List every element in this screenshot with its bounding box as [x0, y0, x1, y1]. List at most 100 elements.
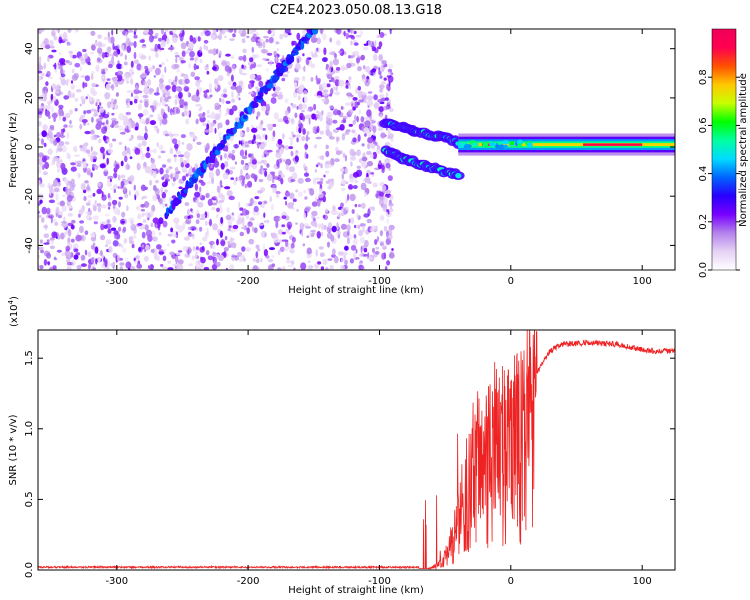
noise-speckle: [174, 51, 179, 56]
noise-speckle: [378, 67, 381, 72]
noise-speckle: [202, 236, 208, 242]
noise-speckle: [135, 255, 140, 260]
noise-speckle: [152, 194, 158, 201]
noise-speckle: [194, 252, 198, 259]
noise-speckle: [57, 29, 60, 34]
noise-speckle: [348, 218, 351, 224]
noise-speckle: [65, 259, 71, 262]
y-tick-label: 20: [24, 92, 35, 105]
noise-speckle: [310, 229, 316, 233]
noise-speckle: [195, 80, 201, 87]
noise-speckle: [335, 150, 342, 156]
noise-speckle: [199, 242, 202, 245]
noise-speckle: [358, 158, 362, 163]
noise-speckle: [328, 180, 334, 188]
noise-speckle: [334, 70, 340, 73]
noise-speckle: [178, 186, 183, 189]
noise-speckle: [239, 149, 245, 157]
noise-speckle: [271, 232, 277, 239]
noise-speckle: [227, 220, 233, 226]
noise-speckle: [47, 262, 50, 266]
noise-speckle: [281, 266, 286, 270]
noise-speckle: [84, 211, 91, 215]
noise-speckle: [316, 231, 321, 239]
noise-speckle: [128, 29, 134, 33]
noise-speckle: [82, 81, 85, 89]
noise-speckle: [344, 245, 349, 251]
noise-speckle: [279, 91, 283, 95]
noise-speckle: [65, 251, 72, 258]
noise-speckle: [361, 252, 365, 256]
noise-speckle: [364, 97, 367, 104]
noise-speckle: [92, 215, 100, 220]
noise-speckle: [73, 145, 78, 153]
noise-speckle: [158, 144, 164, 151]
noise-speckle: [53, 29, 58, 33]
noise-speckle: [249, 57, 254, 63]
noise-speckle: [176, 69, 180, 73]
noise-speckle: [250, 157, 257, 165]
noise-speckle: [256, 111, 261, 117]
noise-speckle: [212, 243, 216, 250]
noise-speckle: [291, 103, 297, 109]
noise-speckle: [90, 30, 96, 36]
noise-speckle: [268, 59, 273, 67]
noise-speckle: [179, 98, 185, 107]
noise-speckle: [387, 75, 394, 83]
noise-speckle: [345, 129, 351, 132]
noise-speckle: [178, 33, 184, 38]
noise-speckle: [174, 75, 178, 82]
noise-speckle: [68, 204, 73, 209]
noise-speckle: [349, 193, 356, 202]
noise-speckle: [305, 226, 312, 229]
noise-speckle: [286, 221, 293, 229]
noise-speckle: [267, 258, 274, 263]
noise-speckle: [260, 120, 264, 125]
noise-speckle: [182, 175, 187, 181]
noise-speckle: [90, 244, 96, 250]
noise-speckle: [38, 138, 41, 141]
noise-speckle: [167, 267, 174, 270]
noise-speckle: [154, 43, 158, 52]
noise-speckle: [304, 143, 308, 151]
noise-speckle: [84, 230, 89, 235]
noise-speckle: [267, 265, 272, 270]
noise-speckle: [140, 184, 146, 192]
noise-speckle: [203, 92, 208, 99]
noise-speckle: [265, 38, 269, 43]
noise-speckle: [387, 135, 393, 140]
noise-speckle: [162, 92, 167, 96]
noise-speckle: [156, 244, 162, 250]
noise-speckle: [356, 165, 361, 169]
noise-speckle: [222, 172, 229, 180]
noise-speckle: [311, 53, 315, 58]
noise-speckle: [44, 90, 47, 97]
noise-speckle: [336, 127, 342, 131]
noise-speckle: [104, 92, 111, 100]
snr-y-axis-label: SNR (10 * v/v): [8, 414, 19, 485]
noise-speckle: [160, 29, 165, 35]
noise-speckle: [128, 149, 131, 156]
noise-speckle: [162, 255, 167, 262]
noise-speckle: [231, 154, 236, 161]
noise-speckle: [145, 229, 152, 237]
noise-speckle: [263, 212, 266, 218]
noise-speckle: [303, 96, 308, 103]
noise-speckle: [65, 186, 68, 194]
fork-core: [455, 172, 462, 179]
noise-speckle: [46, 207, 51, 215]
noise-speckle: [297, 95, 301, 101]
noise-speckle: [143, 80, 148, 87]
noise-speckle: [41, 130, 47, 138]
noise-speckle: [388, 224, 395, 231]
snr-exponent-power: 4: [7, 299, 15, 304]
noise-speckle: [107, 228, 112, 234]
noise-speckle: [297, 177, 304, 184]
noise-speckle: [115, 92, 119, 97]
noise-speckle: [118, 141, 123, 145]
noise-speckle: [347, 230, 350, 237]
noise-speckle: [319, 252, 325, 257]
noise-speckle: [86, 202, 90, 206]
noise-speckle: [139, 74, 147, 79]
